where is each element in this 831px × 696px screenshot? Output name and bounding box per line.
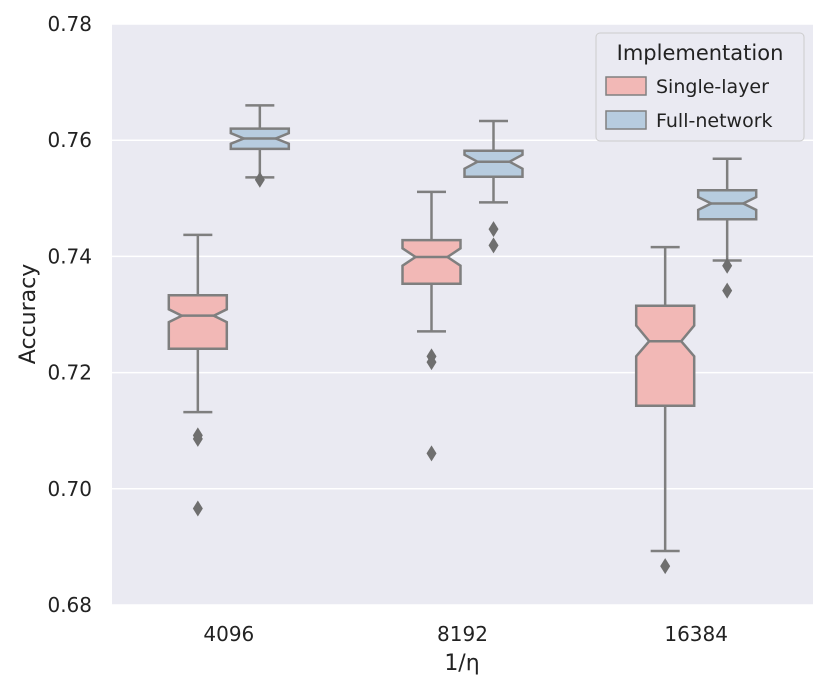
legend-label-full-network: Full-network: [656, 110, 773, 132]
box-full-network-4096: [229, 104, 291, 188]
outlier-point-2: [192, 430, 203, 447]
legend-label-single-layer: Single-layer: [656, 76, 769, 98]
outlier-point-2: [488, 237, 499, 254]
y-tick-label-0.74: 0.74: [47, 244, 92, 268]
grid-lines: [112, 23, 813, 606]
box-full-network-16384: [696, 157, 758, 299]
outlier-point-2: [722, 282, 733, 299]
outlier-point-1: [722, 257, 733, 274]
x-tick-label-16384: 16384: [664, 622, 728, 646]
box-series: [167, 104, 758, 575]
x-tick-label-4096: 4096: [203, 622, 254, 646]
y-tick-label-0.68: 0.68: [47, 593, 92, 617]
legend: Implementation Single-layer Full-network: [595, 32, 805, 142]
x-axis-ticks: 4096 8192 16384: [203, 622, 728, 646]
notched-box: [401, 238, 462, 285]
outlier-point-3: [426, 445, 437, 462]
outlier-point-1: [488, 221, 499, 238]
legend-swatch-single-layer: [605, 76, 647, 96]
y-tick-label-0.76: 0.76: [47, 128, 92, 152]
x-axis-label: 1/η: [444, 651, 479, 676]
box-single-layer-16384: [634, 245, 696, 575]
y-axis-ticks: 0.68 0.70 0.72 0.74 0.76 0.78: [47, 12, 92, 617]
y-tick-label-0.78: 0.78: [47, 12, 92, 36]
notched-box: [634, 304, 696, 407]
y-tick-label-0.72: 0.72: [47, 361, 92, 385]
legend-frame: [595, 32, 805, 142]
legend-title: Implementation: [617, 41, 784, 65]
y-tick-label-0.70: 0.70: [47, 477, 92, 501]
y-axis-label: Accuracy: [16, 264, 41, 364]
outlier-point-1: [254, 171, 265, 188]
box-single-layer-4096: [167, 233, 229, 517]
notched-box: [167, 294, 229, 351]
outlier-point-3: [192, 500, 203, 517]
box-single-layer-8192: [401, 190, 462, 462]
notched-box: [463, 149, 524, 179]
x-tick-label-8192: 8192: [437, 622, 488, 646]
outlier-point-2: [426, 354, 437, 371]
outlier-point-1: [660, 558, 671, 575]
legend-swatch-full-network: [605, 110, 647, 130]
box-full-network-8192: [463, 119, 524, 254]
